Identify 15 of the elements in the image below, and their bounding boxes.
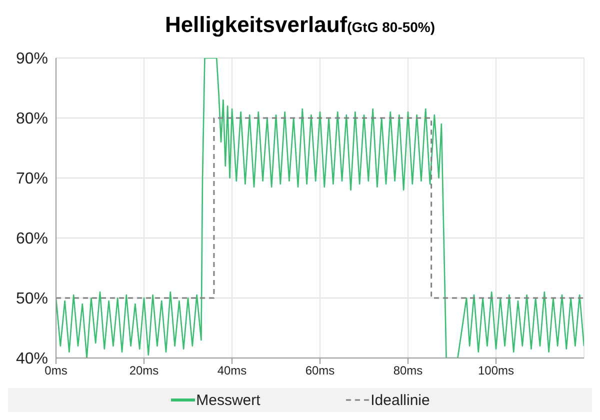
x-tick-label: 100ms (478, 364, 514, 378)
chart-subtitle: (GtG 80-50%) (347, 19, 436, 35)
y-tick-label: 60% (16, 230, 48, 248)
legend-label: Ideallinie (370, 392, 430, 408)
y-tick-label: 50% (16, 290, 48, 308)
x-tick-label: 0ms (44, 364, 68, 378)
x-tick-label: 20ms (129, 364, 159, 378)
x-tick-label: 80ms (393, 364, 423, 378)
legend-label: Messwert (196, 392, 260, 408)
y-tick-label: 70% (16, 170, 48, 188)
y-tick-label: 80% (16, 110, 48, 128)
y-tick-label: 90% (16, 50, 48, 68)
x-tick-label: 40ms (217, 364, 247, 378)
chart-title: Helligkeitsverlauf (164, 12, 348, 37)
x-tick-label: 60ms (305, 364, 335, 378)
